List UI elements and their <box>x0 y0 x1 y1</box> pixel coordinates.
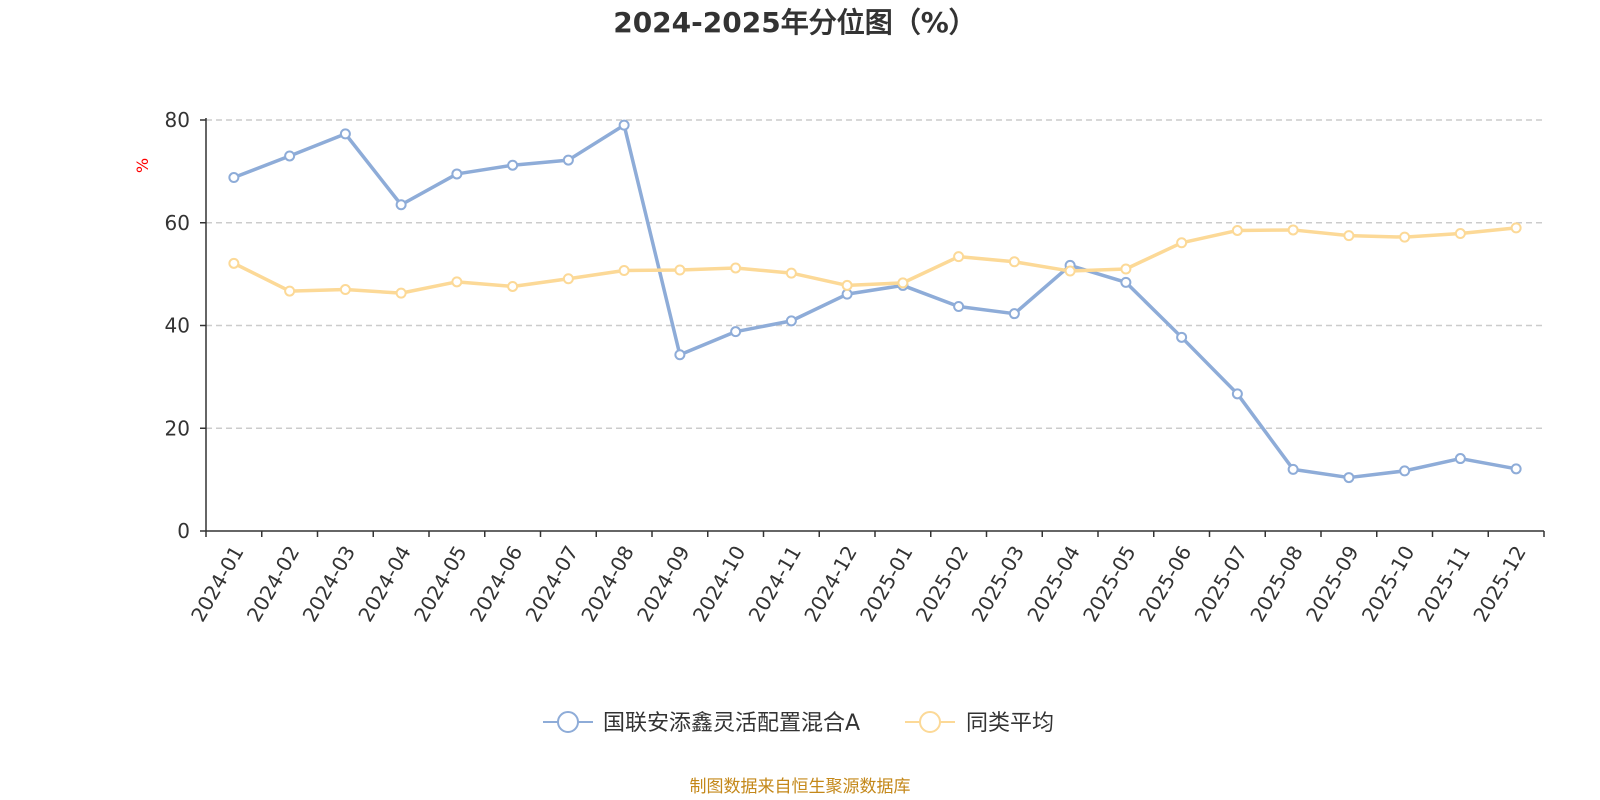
data-point-1-2025-08 <box>1287 463 1299 475</box>
y-tick-label-80: 80 <box>165 108 190 132</box>
legend: 国联安添鑫灵活配置混合A 同类平均 <box>543 711 1054 736</box>
x-tick-label-2025-07: 2025-07 <box>1190 542 1253 626</box>
data-point-1-2025-11 <box>1454 453 1466 465</box>
data-point-2-2025-04 <box>1064 265 1076 277</box>
data-point-2-2024-02 <box>284 285 296 297</box>
data-point-1-2024-06 <box>507 159 519 171</box>
data-point-1-2025-10 <box>1399 465 1411 477</box>
y-axis-label: % <box>133 158 152 173</box>
data-point-1-2024-09 <box>674 349 686 361</box>
gridlines <box>206 119 1544 429</box>
chart-title: 2024-2025年分位图（%） <box>613 6 977 39</box>
data-point-2-2024-08 <box>618 265 630 277</box>
data-point-1-2025-03 <box>1008 308 1020 320</box>
x-tick-label-2025-12: 2025-12 <box>1468 542 1531 626</box>
x-tick-label-2024-08: 2024-08 <box>576 542 639 626</box>
data-point-1-2024-01 <box>228 172 240 184</box>
x-tick-label-2025-10: 2025-10 <box>1357 542 1420 626</box>
x-tick-label-2024-11: 2024-11 <box>744 542 807 626</box>
x-tick-label-2025-08: 2025-08 <box>1245 542 1308 626</box>
data-point-2-2024-05 <box>451 276 463 288</box>
x-tick-label-2025-09: 2025-09 <box>1301 542 1364 626</box>
x-tick-labels: 2024-012024-022024-032024-042024-052024-… <box>186 542 1531 626</box>
series-line-1 <box>233 123 1517 480</box>
legend-marker-series-2 <box>919 711 941 733</box>
data-point-1-2024-03 <box>339 128 351 140</box>
legend-item-series-2[interactable]: 同类平均 <box>905 711 1054 736</box>
x-tick-label-2024-07: 2024-07 <box>521 542 584 626</box>
data-point-1-2025-02 <box>953 300 965 312</box>
x-tick-label-2024-09: 2024-09 <box>632 542 695 626</box>
data-point-2-2025-09 <box>1343 230 1355 242</box>
data-point-2-2024-11 <box>785 267 797 279</box>
data-point-2-2025-10 <box>1399 231 1411 243</box>
data-point-2-2024-07 <box>562 273 574 285</box>
data-point-1-2024-04 <box>395 199 407 211</box>
data-point-2-2025-11 <box>1454 228 1466 240</box>
data-point-2-2024-12 <box>841 279 853 291</box>
x-tick-label-2024-12: 2024-12 <box>799 542 862 626</box>
data-point-2-2025-07 <box>1231 224 1243 236</box>
y-tick-label-20: 20 <box>165 416 190 440</box>
x-tick-label-2024-04: 2024-04 <box>353 542 416 626</box>
series-2 <box>228 222 1522 299</box>
data-point-2-2024-09 <box>674 264 686 276</box>
x-tick-label-2024-02: 2024-02 <box>242 542 305 626</box>
data-point-1-2024-08 <box>618 119 630 131</box>
data-point-2-2025-01 <box>897 277 909 289</box>
x-tick-label-2024-01: 2024-01 <box>186 542 249 626</box>
data-point-1-2025-05 <box>1120 276 1132 288</box>
legend-label-series-1: 国联安添鑫灵活配置混合A <box>603 711 860 736</box>
data-point-2-2025-06 <box>1176 237 1188 249</box>
data-point-2-2024-10 <box>730 262 742 274</box>
y-tick-label-40: 40 <box>165 314 190 338</box>
data-point-2-2025-08 <box>1287 224 1299 236</box>
data-point-2-2024-04 <box>395 287 407 299</box>
x-tick-label-2025-04: 2025-04 <box>1022 542 1085 626</box>
data-point-1-2024-05 <box>451 168 463 180</box>
x-tick-label-2024-05: 2024-05 <box>409 542 472 626</box>
x-tick-label-2025-03: 2025-03 <box>967 542 1030 626</box>
data-point-2-2025-02 <box>953 251 965 263</box>
x-tick-label-2025-02: 2025-02 <box>911 542 974 626</box>
legend-label-series-2: 同类平均 <box>966 711 1054 736</box>
series-lines <box>228 119 1522 484</box>
data-point-1-2025-09 <box>1343 472 1355 484</box>
data-point-1-2024-11 <box>785 315 797 327</box>
data-point-1-2024-07 <box>562 154 574 166</box>
series-line-2 <box>233 226 1517 295</box>
x-tick-label-2025-11: 2025-11 <box>1413 542 1476 626</box>
data-point-1-2025-07 <box>1231 388 1243 400</box>
x-tick-label-2024-10: 2024-10 <box>688 542 751 626</box>
source-note: 制图数据来自恒生聚源数据库 <box>690 777 911 797</box>
y-tick-label-60: 60 <box>165 211 190 235</box>
x-tick-label-2025-05: 2025-05 <box>1078 542 1141 626</box>
data-point-1-2025-12 <box>1510 463 1522 475</box>
data-point-1-2025-06 <box>1176 331 1188 343</box>
y-tick-labels: 0 20 40 60 80 <box>165 108 190 543</box>
data-point-1-2024-12 <box>841 288 853 300</box>
x-tick-label-2025-06: 2025-06 <box>1134 542 1197 626</box>
data-point-2-2025-12 <box>1510 222 1522 234</box>
data-point-2-2024-06 <box>507 280 519 292</box>
data-point-2-2024-03 <box>339 284 351 296</box>
data-point-2-2025-05 <box>1120 263 1132 275</box>
y-tick-label-0: 0 <box>177 519 190 543</box>
axes <box>200 118 1545 537</box>
data-point-2-2024-01 <box>228 257 240 269</box>
x-tick-label-2024-06: 2024-06 <box>465 542 528 626</box>
x-tick-label-2025-01: 2025-01 <box>855 542 918 626</box>
data-point-1-2024-02 <box>284 150 296 162</box>
data-point-1-2024-10 <box>730 326 742 338</box>
x-tick-label-2024-03: 2024-03 <box>298 542 361 626</box>
legend-item-series-1[interactable]: 国联安添鑫灵活配置混合A <box>543 711 860 736</box>
legend-marker-series-1 <box>557 711 579 733</box>
data-point-2-2025-03 <box>1008 256 1020 268</box>
